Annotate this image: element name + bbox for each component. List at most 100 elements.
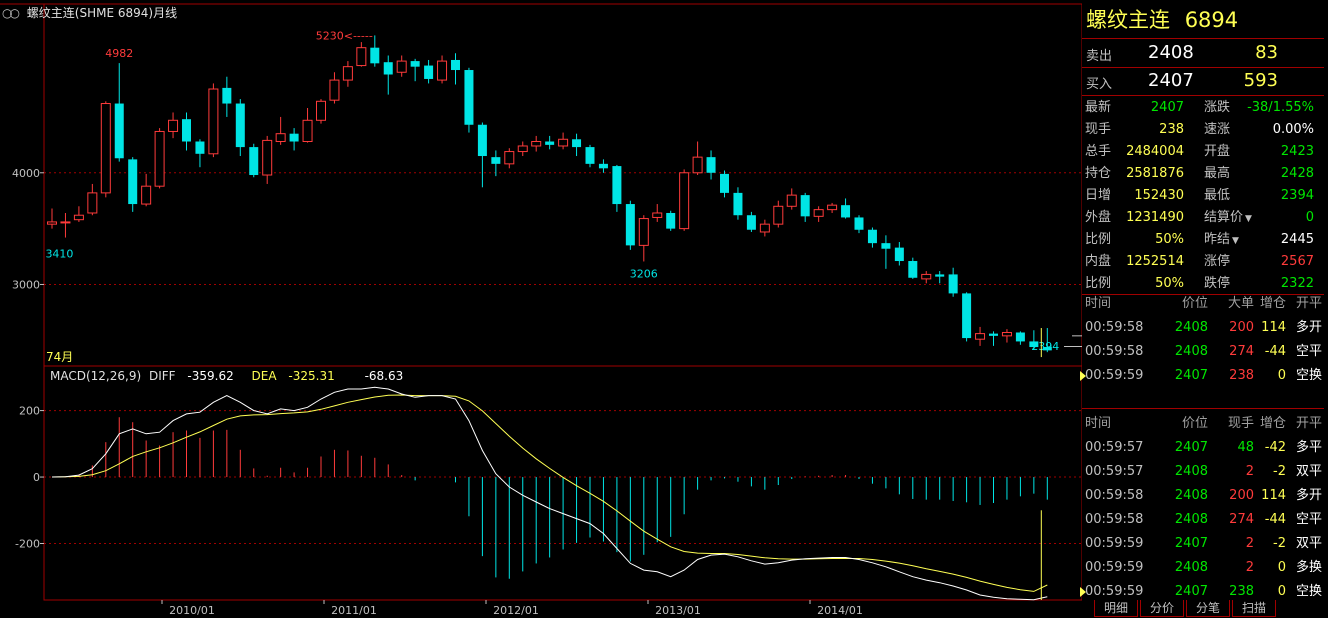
volume-cell: 2 — [1245, 536, 1254, 551]
table-row[interactable]: 00:59:58 2408 200 114 多开 — [1082, 317, 1324, 339]
candle-body-up — [208, 88, 219, 155]
candle-body-up — [342, 66, 353, 81]
stat-label-text: 涨跌 — [1204, 100, 1231, 115]
stat-label[interactable]: 结算价 ▼ — [1204, 207, 1252, 230]
triangle-down-icon[interactable]: ▼ — [1245, 214, 1252, 224]
link-icon[interactable]: ○○ — [2, 6, 20, 20]
candle-body-up — [356, 47, 367, 67]
tab-detail[interactable]: 明细 — [1094, 600, 1138, 617]
stat-value: 0.00% — [1272, 122, 1314, 137]
candle-body-down — [383, 62, 393, 75]
candle-body-down — [182, 119, 191, 142]
candle-body-up — [827, 204, 838, 211]
candle-body-down — [195, 141, 205, 154]
stat-row: 外盘 1231490 结算价 ▼ 0 — [1082, 207, 1324, 229]
candle-body-down — [881, 243, 891, 249]
time-cell: 00:59:59 — [1085, 536, 1144, 551]
candle-body-down — [720, 173, 729, 193]
open-close-cell: 双平 — [1295, 464, 1322, 479]
time-cell: 00:59:58 — [1085, 320, 1144, 335]
period-label: 74月 — [46, 350, 74, 364]
candle-body-up — [679, 172, 690, 230]
open-close-cell: 多开 — [1295, 488, 1322, 503]
date-axis-label: 2012/01 — [493, 604, 539, 617]
table-row[interactable]: 00:59:58 2408 274 -44 空平 — [1082, 509, 1324, 531]
sell-price: 2408 — [1148, 42, 1194, 63]
macd-axis-label: 200 — [19, 405, 40, 418]
volume-cell: 238 — [1229, 368, 1254, 383]
instrument-code: 6894 — [1184, 8, 1239, 32]
table-row[interactable]: 00:59:59 2407 238 0 空换 — [1082, 581, 1324, 603]
stat-label: 比例 — [1085, 232, 1112, 247]
table-row[interactable]: 00:59:57 2407 48 -42 多平 — [1082, 437, 1324, 459]
time-cell: 00:59:57 — [1085, 440, 1144, 455]
stat-value: 238 — [1159, 122, 1184, 137]
column-header: 价位 — [1181, 296, 1208, 311]
candle-body-down — [370, 47, 380, 64]
table-row[interactable]: 00:59:59 2407 2 -2 双平 — [1082, 533, 1324, 555]
table-header: 时间 价位 现手 增仓 开平 — [1082, 413, 1324, 435]
table-row[interactable]: 00:59:59 2408 2 0 多换 — [1082, 557, 1324, 579]
stat-value: 2484004 — [1126, 144, 1184, 159]
candle-body-down — [235, 103, 245, 148]
candle-body-down — [464, 70, 474, 125]
price-cell: 2408 — [1174, 488, 1208, 503]
table-row[interactable]: 00:59:58 2408 200 114 多开 — [1082, 485, 1324, 507]
chart-area[interactable]: 400030002000-20049825230<-----3410320623… — [0, 0, 1082, 618]
candle-body-down — [1015, 332, 1025, 342]
tab-tick[interactable]: 分笔 — [1186, 600, 1230, 617]
candle-body-up — [531, 141, 542, 147]
instrument-header: 螺纹主连 6894 — [1086, 6, 1238, 34]
table-row[interactable]: 00:59:57 2408 2 -2 双平 — [1082, 461, 1324, 483]
price-cell: 2407 — [1174, 536, 1208, 551]
buy-price: 2407 — [1148, 70, 1194, 91]
stat-value: 50% — [1155, 232, 1184, 247]
tab-scan[interactable]: 扫描 — [1232, 600, 1276, 617]
candle-body-up — [558, 138, 569, 147]
candle-body-down — [289, 133, 299, 142]
date-axis-label: 2014/01 — [817, 604, 863, 617]
candle-body-down — [545, 141, 555, 145]
stat-label-text: 昨结 — [1204, 232, 1231, 247]
tab-price[interactable]: 分价 — [1140, 600, 1184, 617]
stat-row: 比例 50% 昨结 ▼ 2445 — [1082, 229, 1324, 251]
stat-label: 比例 — [1085, 276, 1112, 291]
table-row[interactable]: 00:59:58 2408 274 -44 空平 — [1082, 341, 1324, 363]
candle-body-up — [773, 205, 784, 225]
price-axis-label: 3000 — [12, 278, 40, 291]
stat-label[interactable]: 昨结 ▼ — [1204, 229, 1239, 252]
divider — [1082, 294, 1324, 295]
price-cell: 2408 — [1174, 560, 1208, 575]
candle-body-down — [612, 166, 622, 205]
candle-body-down — [733, 192, 743, 216]
candle-body-down — [424, 65, 434, 79]
candle-body-down — [572, 139, 582, 148]
stat-label: 日增 — [1085, 188, 1112, 203]
stat-row: 现手 238 速涨 0.00% — [1082, 119, 1324, 141]
macd-value: -68.63 — [364, 369, 404, 383]
candle-body-down — [935, 274, 945, 277]
volume-cell: 2 — [1245, 560, 1254, 575]
candle-body-down — [800, 195, 810, 217]
candle-body-up — [275, 133, 286, 143]
table-row[interactable]: 00:59:59 2407 238 0 空换 — [1082, 365, 1324, 387]
open-close-cell: 空平 — [1295, 344, 1322, 359]
oi-change-cell: -2 — [1273, 536, 1286, 551]
candle-body-up — [652, 212, 663, 218]
current-row-marker-icon — [1080, 371, 1086, 381]
candle-body-down — [1029, 341, 1039, 348]
table-header: 时间 价位 大单 增仓 开平 — [1082, 293, 1324, 315]
stat-value: 2428 — [1280, 166, 1314, 181]
triangle-down-icon[interactable]: ▼ — [1232, 236, 1239, 246]
open-close-cell: 空平 — [1295, 512, 1322, 527]
current-row-marker-icon — [1080, 587, 1086, 597]
column-header: 增仓 — [1259, 296, 1286, 311]
time-cell: 00:59:58 — [1085, 512, 1144, 527]
candle-body-up — [504, 151, 515, 165]
price-annotation: 5230<----- — [316, 29, 373, 42]
instrument-name: 螺纹主连 — [1086, 8, 1170, 32]
stat-label: 速涨 — [1204, 119, 1230, 141]
stat-label-text: 开盘 — [1204, 144, 1231, 159]
dea-label: DEA — [251, 369, 277, 383]
open-close-cell: 双平 — [1295, 536, 1322, 551]
